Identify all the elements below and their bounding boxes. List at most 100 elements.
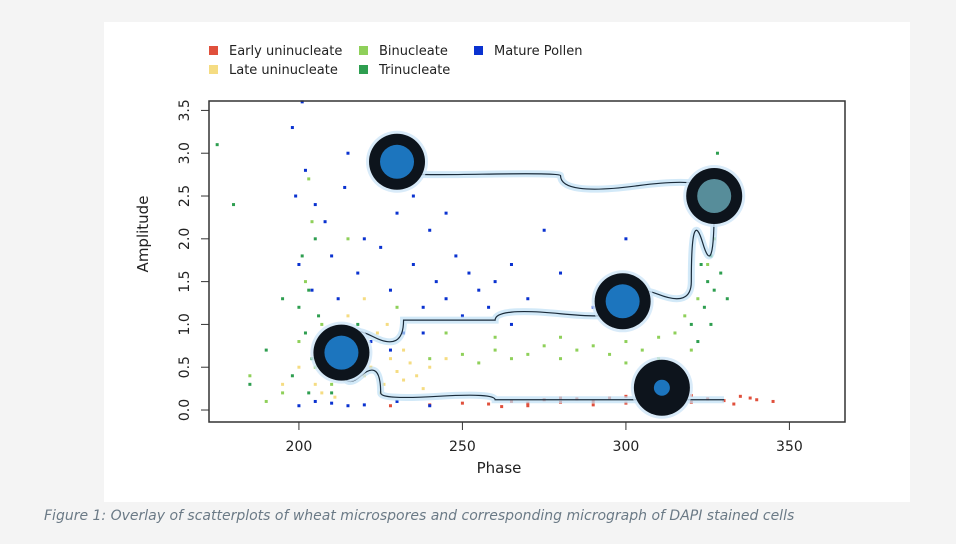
legend-label: Binucleate (379, 44, 448, 59)
x-tick-label: 300 (613, 439, 640, 455)
data-point (732, 402, 736, 406)
data-point (444, 297, 448, 301)
data-point (320, 391, 324, 395)
data-point (755, 398, 759, 402)
data-point (369, 340, 373, 344)
data-point (310, 288, 314, 292)
data-point (702, 305, 706, 309)
data-point (526, 352, 530, 356)
data-point (395, 305, 399, 309)
data-point (264, 348, 268, 352)
data-point (748, 396, 752, 400)
trajectory-glow (337, 204, 718, 353)
legend-swatch (359, 46, 368, 55)
data-point (297, 340, 301, 344)
data-point (300, 254, 304, 258)
data-point (395, 369, 399, 373)
micrograph-nucleus (697, 179, 732, 214)
data-point (379, 245, 383, 249)
trajectory-layer (337, 169, 725, 404)
data-point (460, 401, 464, 405)
data-point (559, 271, 563, 275)
data-point (232, 203, 236, 207)
data-point (493, 348, 497, 352)
data-point (388, 404, 392, 408)
data-point (281, 297, 285, 301)
legend-label: Late uninucleate (229, 63, 338, 78)
data-point (444, 331, 448, 335)
micrograph-nucleus (653, 379, 670, 396)
data-point (712, 288, 716, 292)
trajectory-line (340, 204, 715, 353)
data-point (346, 314, 350, 318)
data-point (307, 391, 311, 395)
data-point (303, 168, 307, 172)
data-point (428, 404, 432, 408)
data-point (395, 211, 399, 215)
data-point (591, 403, 595, 407)
data-point (330, 401, 334, 405)
data-point (454, 254, 458, 258)
data-point (640, 348, 644, 352)
data-point (683, 314, 687, 318)
data-point (330, 391, 334, 395)
data-point (428, 365, 432, 369)
scatter-chart: Early uninucleate Binucleate Mature Pollen… (134, 44, 846, 477)
data-point (248, 382, 252, 386)
plot-frame (208, 100, 846, 423)
data-point (444, 357, 448, 361)
data-point (738, 394, 742, 398)
data-point (434, 280, 438, 284)
trajectory-line (402, 172, 715, 197)
data-point (330, 254, 334, 258)
data-point (689, 322, 693, 326)
data-point (281, 382, 285, 386)
data-point (624, 361, 628, 365)
data-point (673, 331, 677, 335)
data-point (317, 314, 321, 318)
data-point (467, 271, 471, 275)
legend-swatch (474, 46, 483, 55)
data-point (428, 357, 432, 361)
data-point (715, 151, 719, 155)
data-point (706, 280, 710, 284)
data-point (362, 237, 366, 241)
data-point (771, 399, 775, 403)
data-point (699, 262, 703, 266)
data-point (542, 228, 546, 232)
data-point (248, 374, 252, 378)
legend-swatch (359, 65, 368, 74)
data-point (696, 297, 700, 301)
data-point (294, 194, 298, 198)
data-point (313, 399, 317, 403)
data-point (415, 374, 419, 378)
x-tick-label: 250 (449, 439, 476, 455)
data-point (460, 314, 464, 318)
data-point (307, 177, 311, 181)
y-tick-label: 0.0 (177, 399, 193, 421)
y-tick-label: 3.5 (177, 99, 193, 121)
data-point (297, 305, 301, 309)
data-point (297, 365, 301, 369)
y-tick-label: 1.0 (177, 313, 193, 335)
data-point (343, 185, 347, 189)
data-point (297, 404, 301, 408)
y-tick-label: 3.0 (177, 142, 193, 164)
data-point (362, 403, 366, 407)
data-point (303, 280, 307, 284)
legend-label: Mature Pollen (494, 44, 583, 59)
x-axis-label: Phase (477, 459, 522, 477)
data-point (303, 331, 307, 335)
trajectory-glow (400, 169, 718, 197)
data-point (290, 374, 294, 378)
data-point (624, 340, 628, 344)
data-point (346, 404, 350, 408)
data-point (696, 340, 700, 344)
data-point (264, 399, 268, 403)
x-tick-label: 200 (286, 439, 313, 455)
data-point (493, 280, 497, 284)
data-point (411, 194, 415, 198)
legend-swatch (209, 46, 218, 55)
data-point (362, 297, 366, 301)
micrographs-layer (310, 130, 746, 419)
